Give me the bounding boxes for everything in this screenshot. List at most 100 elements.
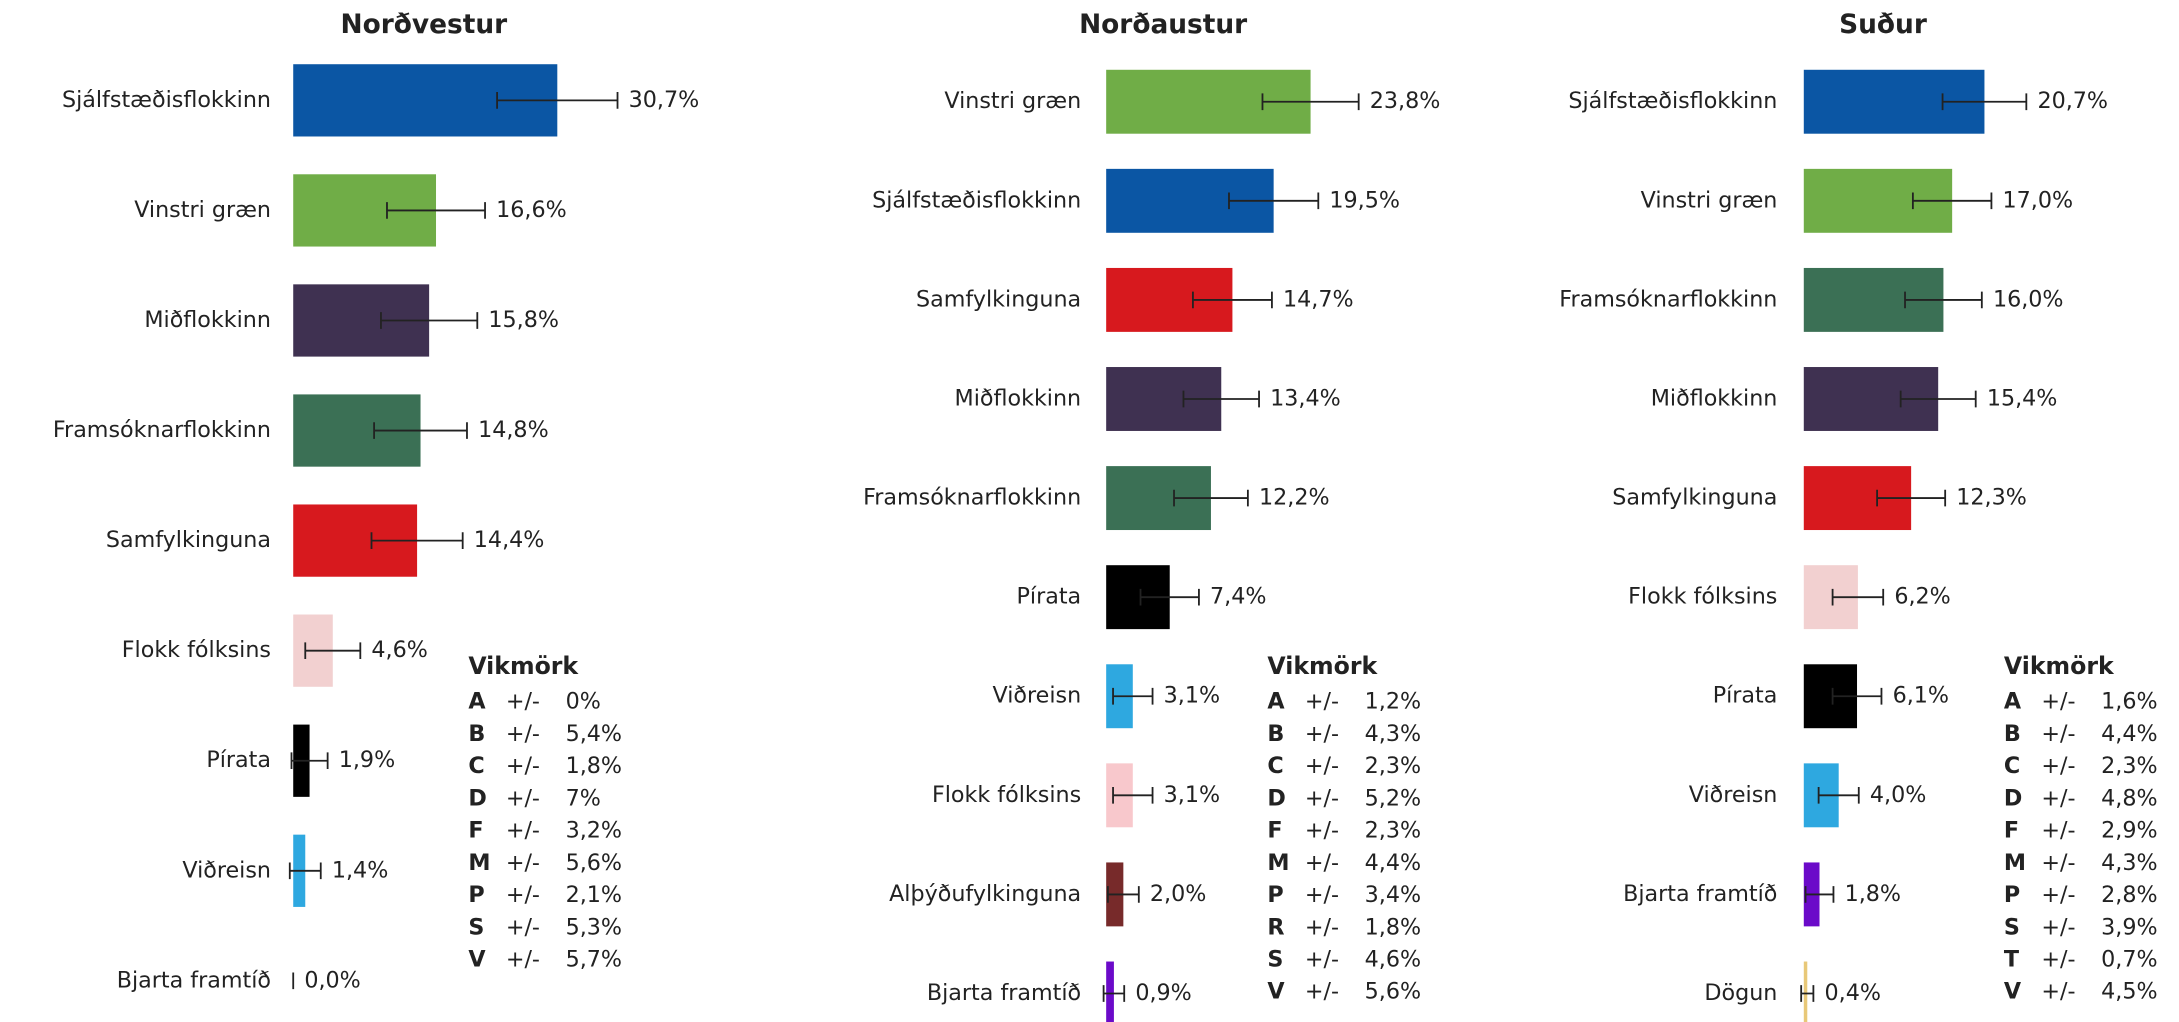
error-bar xyxy=(386,202,486,219)
margin-letter: S xyxy=(2004,914,2020,940)
margin-value: 4,8% xyxy=(2101,785,2157,811)
margin-sign: +/- xyxy=(1305,785,1339,811)
value-label: 16,0% xyxy=(1993,286,2064,312)
margin-value: 0,7% xyxy=(2101,947,2157,973)
error-bar xyxy=(1261,93,1360,111)
category-label: Pírata xyxy=(206,747,271,773)
margin-letter: F xyxy=(468,818,483,844)
margin-sign: +/- xyxy=(1305,947,1339,973)
category-label: Pírata xyxy=(1017,584,1082,610)
category-label: Framsóknarflokkinn xyxy=(1559,286,1777,312)
margin-value: 2,3% xyxy=(2101,753,2157,779)
value-label: 13,4% xyxy=(1270,385,1341,411)
margin-letter: S xyxy=(1267,947,1283,973)
margin-letter: V xyxy=(468,947,486,973)
category-label: Sjálfstæðisflokkinn xyxy=(872,187,1081,213)
category-label: Sjálfstæðisflokkinn xyxy=(62,87,271,113)
category-label: Vinstri græn xyxy=(134,197,271,223)
margin-letter: M xyxy=(1267,850,1289,876)
error-bar xyxy=(373,422,468,439)
margin-value: 0% xyxy=(566,689,601,715)
category-label: Viðreisn xyxy=(182,857,271,883)
margin-sign: +/- xyxy=(2041,818,2075,844)
margin-letter: D xyxy=(468,785,486,811)
margin-value: 4,3% xyxy=(1365,721,1421,747)
error-bar xyxy=(1831,588,1885,606)
margin-value: 4,4% xyxy=(1365,850,1421,876)
margins-title: Vikmörk xyxy=(2004,652,2115,680)
value-label: 23,8% xyxy=(1370,88,1441,114)
category-label: Vinstri græn xyxy=(944,88,1081,114)
error-bar xyxy=(496,92,619,109)
margin-sign: +/- xyxy=(506,689,540,715)
error-bar xyxy=(1817,786,1860,804)
error-bar xyxy=(1800,985,1815,1002)
value-label: 4,0% xyxy=(1870,782,1926,808)
bar xyxy=(1803,961,1808,1022)
error-bar xyxy=(1911,192,1993,210)
margin-value: 5,6% xyxy=(566,850,622,876)
margin-letter: D xyxy=(2004,785,2022,811)
margin-sign: +/- xyxy=(1305,689,1339,715)
value-label: 20,7% xyxy=(2037,88,2108,114)
error-bar xyxy=(1102,985,1126,1002)
value-label: 4,6% xyxy=(371,637,427,663)
margin-value: 1,2% xyxy=(1365,689,1421,715)
value-label: 15,4% xyxy=(1987,385,2058,411)
error-bar xyxy=(1228,192,1320,210)
margin-value: 4,5% xyxy=(2101,979,2157,1005)
category-label: Alþýðufylkinguna xyxy=(889,881,1081,907)
chart-title: Norðaustur xyxy=(1079,9,1247,40)
value-label: 15,8% xyxy=(488,307,559,333)
margin-letter: A xyxy=(2004,689,2022,715)
error-bar xyxy=(290,752,329,770)
margin-sign: +/- xyxy=(1305,753,1339,779)
margin-letter: C xyxy=(468,753,484,779)
category-label: Flokk fólksins xyxy=(932,782,1081,808)
margin-letter: P xyxy=(1267,882,1283,908)
error-bar xyxy=(1899,390,1977,408)
value-label: 16,6% xyxy=(496,197,567,223)
category-label: Viðreisn xyxy=(1689,782,1778,808)
value-label: 6,1% xyxy=(1893,683,1949,709)
margin-sign: +/- xyxy=(2041,689,2075,715)
margin-sign: +/- xyxy=(2041,721,2075,747)
value-label: 7,4% xyxy=(1210,584,1266,610)
error-bar xyxy=(380,312,479,329)
margin-sign: +/- xyxy=(1305,721,1339,747)
error-bar xyxy=(304,642,362,659)
margin-value: 4,3% xyxy=(2101,850,2157,876)
category-label: Miðflokkinn xyxy=(1651,385,1778,411)
margin-value: 5,2% xyxy=(1365,785,1421,811)
margin-sign: +/- xyxy=(506,850,540,876)
margin-letter: B xyxy=(1267,721,1284,747)
value-label: 3,1% xyxy=(1164,782,1220,808)
value-label: 14,8% xyxy=(478,417,549,443)
margin-value: 3,2% xyxy=(566,818,622,844)
category-label: Miðflokkinn xyxy=(955,385,1082,411)
category-label: Flokk fólksins xyxy=(122,637,271,663)
category-label: Sjálfstæðisflokkinn xyxy=(1568,88,1777,114)
category-label: Dögun xyxy=(1704,980,1777,1006)
margin-value: 2,1% xyxy=(566,882,622,908)
margin-sign: +/- xyxy=(2041,753,2075,779)
margin-sign: +/- xyxy=(506,785,540,811)
value-label: 0,0% xyxy=(304,967,360,993)
category-label: Samfylkinguna xyxy=(916,286,1081,312)
margin-sign: +/- xyxy=(506,947,540,973)
margin-letter: P xyxy=(468,882,484,908)
category-label: Viðreisn xyxy=(993,683,1082,709)
value-label: 14,4% xyxy=(474,527,545,553)
margin-value: 1,8% xyxy=(566,753,622,779)
margin-sign: +/- xyxy=(1305,882,1339,908)
margin-letter: R xyxy=(1267,914,1284,940)
margin-value: 5,7% xyxy=(566,947,622,973)
value-label: 14,7% xyxy=(1283,286,1354,312)
error-bar xyxy=(1804,886,1835,903)
value-label: 19,5% xyxy=(1329,187,1400,213)
value-label: 12,2% xyxy=(1259,485,1330,511)
margin-value: 5,3% xyxy=(566,914,622,940)
value-label: 1,8% xyxy=(1845,881,1901,907)
margin-letter: V xyxy=(1267,979,1285,1005)
